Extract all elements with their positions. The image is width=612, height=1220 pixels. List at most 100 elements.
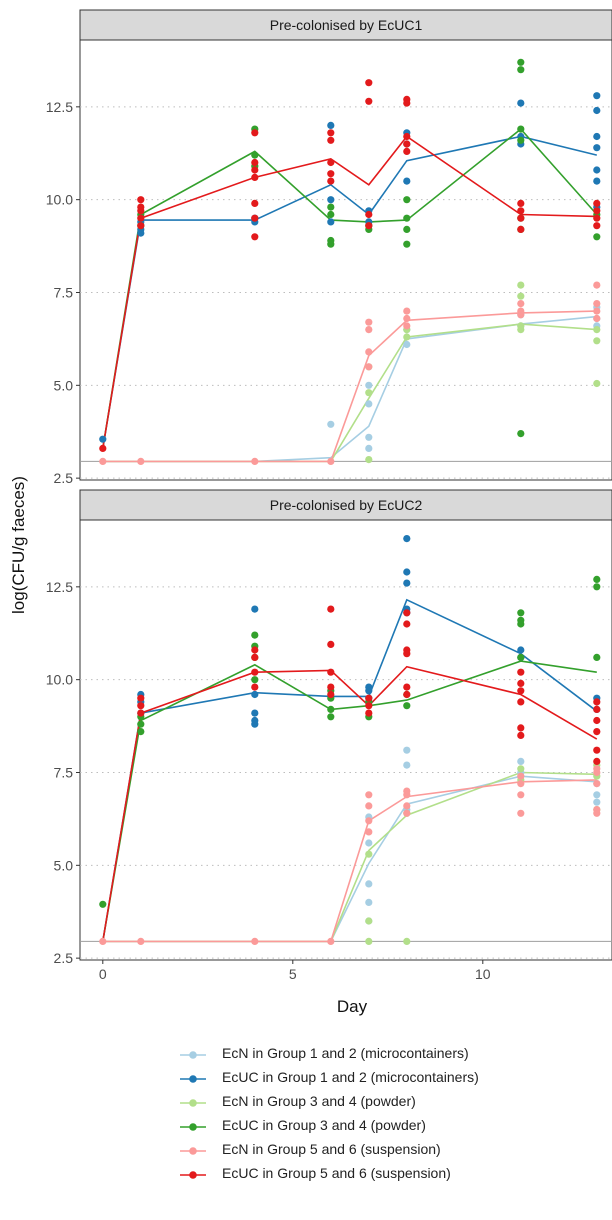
legend-swatch [180, 1171, 206, 1179]
data-point-ecuc56 [327, 177, 335, 185]
data-point-ecuc56 [327, 170, 335, 178]
data-point-ecuc12 [251, 605, 259, 613]
data-point-ecuc56 [251, 199, 259, 207]
data-point-ecuc56 [137, 702, 145, 710]
data-point-ecuc56 [99, 444, 107, 452]
data-point-ecuc56 [593, 207, 601, 215]
data-point-ecn34 [517, 765, 525, 773]
series-line-ecuc56 [102, 665, 598, 942]
data-point-ecuc56 [593, 716, 601, 725]
data-point-ecn34 [593, 326, 601, 334]
data-point-ecuc56 [403, 140, 411, 148]
facet-title: Pre-colonised by EcUC1 [270, 17, 423, 33]
data-point-ecuc56 [593, 698, 601, 706]
data-point-ecuc56 [517, 687, 525, 695]
data-point-ecn34 [593, 379, 601, 388]
data-point-ecn56 [517, 791, 525, 799]
data-point-ecuc34 [327, 713, 335, 721]
data-point-ecuc56 [251, 668, 259, 676]
data-point-ecuc56 [517, 679, 525, 688]
y-tick-label: 10.0 [46, 192, 73, 208]
data-point-ecuc56 [327, 158, 335, 167]
data-point-ecn56 [517, 300, 525, 308]
data-point-ecn56 [403, 791, 411, 799]
data-point-ecuc34 [403, 196, 411, 204]
data-point-ecuc34 [517, 125, 525, 133]
y-tick-label: 2.5 [54, 950, 74, 966]
data-point-ecn56 [365, 326, 373, 334]
data-point-ecuc56 [137, 214, 145, 222]
data-point-ecn56 [593, 314, 601, 323]
data-point-ecn12 [403, 340, 411, 349]
data-point-ecuc56 [137, 222, 145, 230]
data-point-ecuc34 [403, 214, 411, 222]
data-point-ecn12 [365, 433, 373, 441]
data-point-ecuc56 [327, 129, 335, 137]
panel-border [79, 519, 612, 961]
facet-strip [79, 489, 612, 521]
data-point-ecn12 [365, 400, 373, 408]
legend-label: EcUC in Group 3 and 4 (powder) [222, 1117, 426, 1133]
series-line-ecn56 [102, 779, 597, 943]
data-point-ecuc56 [365, 222, 373, 230]
legend-label: EcN in Group 3 and 4 (powder) [222, 1093, 416, 1109]
data-point-ecuc56 [251, 683, 259, 691]
y-tick-label: 5.0 [54, 857, 74, 873]
data-point-ecn56 [365, 791, 373, 799]
legend-swatch [180, 1075, 206, 1083]
data-point-ecuc12 [251, 690, 259, 699]
data-point-ecuc34 [517, 609, 525, 617]
data-point-ecn34 [517, 326, 525, 334]
data-point-ecuc56 [327, 640, 335, 649]
data-point-ecn56 [365, 802, 373, 810]
data-point-ecn56 [99, 937, 107, 946]
data-point-ecuc56 [251, 158, 259, 167]
data-point-ecuc34 [593, 233, 601, 241]
data-point-ecuc56 [251, 646, 259, 654]
data-point-ecuc12 [365, 687, 373, 695]
data-point-ecuc56 [327, 690, 335, 699]
data-point-ecuc34 [517, 430, 525, 438]
data-point-ecn34 [593, 337, 601, 345]
data-point-ecn34 [365, 850, 373, 858]
data-point-ecn56 [365, 817, 373, 825]
data-point-ecuc12 [327, 121, 335, 129]
series-line-ecuc56 [102, 135, 597, 449]
legend-swatch [180, 1099, 206, 1107]
data-point-ecuc34 [517, 58, 525, 66]
data-point-ecuc56 [403, 132, 411, 141]
data-point-ecuc56 [517, 225, 525, 233]
data-point-ecuc12 [593, 132, 601, 141]
data-point-ecuc12 [593, 177, 601, 185]
data-point-ecn12 [365, 898, 373, 907]
data-point-ecn56 [251, 457, 259, 465]
series-line-ecn56 [102, 310, 597, 463]
series-line-ecuc34 [102, 660, 597, 942]
data-point-ecn56 [517, 780, 525, 788]
data-point-ecuc56 [593, 746, 601, 754]
data-point-ecuc34 [251, 676, 259, 684]
panel-border [79, 39, 612, 481]
data-point-ecuc56 [137, 207, 145, 215]
data-point-ecuc34 [517, 66, 525, 74]
data-point-ecuc12 [403, 177, 411, 185]
data-point-ecn34 [365, 937, 373, 946]
data-point-ecuc56 [251, 214, 259, 222]
data-point-ecn12 [593, 798, 601, 806]
data-point-ecuc34 [99, 900, 107, 908]
data-point-ecn56 [137, 937, 145, 946]
data-point-ecuc34 [403, 702, 411, 710]
data-point-ecn12 [365, 444, 373, 452]
data-point-ecuc12 [327, 218, 335, 226]
data-point-ecuc56 [517, 724, 525, 732]
data-point-ecuc12 [137, 229, 145, 237]
x-tick-label: 0 [99, 966, 107, 982]
y-tick-label: 12.5 [46, 579, 73, 595]
y-tick-label: 7.5 [54, 284, 74, 300]
data-point-ecuc34 [593, 583, 601, 591]
data-point-ecuc56 [327, 683, 335, 691]
data-point-ecn34 [403, 333, 411, 341]
y-tick-label: 5.0 [54, 377, 74, 393]
data-point-ecuc12 [593, 166, 601, 174]
